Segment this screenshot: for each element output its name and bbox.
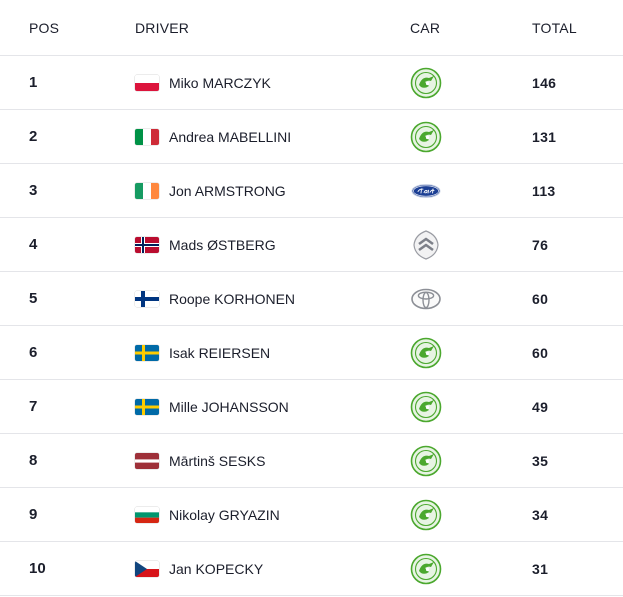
- total-points: 49: [532, 398, 549, 415]
- position: 8: [29, 452, 38, 469]
- ford-car-logo-icon: [410, 175, 442, 207]
- norway-flag: [135, 236, 159, 253]
- car-cell: [410, 337, 532, 369]
- toyota-car-logo-icon: [410, 283, 442, 315]
- header-driver: DRIVER: [135, 19, 190, 36]
- driver-cell: Mille JOHANSSON: [135, 398, 410, 415]
- total-points: 35: [532, 452, 549, 469]
- skoda-car-logo-icon: [410, 337, 442, 369]
- car-cell: [410, 553, 532, 585]
- driver-name[interactable]: Mads ØSTBERG: [169, 236, 276, 253]
- header-total: TOTAL: [532, 19, 577, 36]
- skoda-car-logo-icon: [410, 121, 442, 153]
- table-row[interactable]: 10 Jan KOPECKY 31: [0, 542, 623, 596]
- table-row[interactable]: 9 Nikolay GRYAZIN 34: [0, 488, 623, 542]
- table-row[interactable]: 7 Mille JOHANSSON 49: [0, 380, 623, 434]
- car-cell: [410, 229, 532, 261]
- driver-name[interactable]: Roope KORHONEN: [169, 290, 296, 307]
- driver-name[interactable]: Mille JOHANSSON: [169, 398, 289, 415]
- skoda-car-logo-icon: [410, 499, 442, 531]
- ireland-flag: [135, 182, 159, 199]
- position: 7: [29, 398, 38, 415]
- total-points: 146: [532, 74, 557, 91]
- header-car: CAR: [410, 19, 441, 36]
- position: 6: [29, 344, 38, 361]
- driver-cell: Miko MARCZYK: [135, 74, 410, 91]
- driver-name[interactable]: Jon ARMSTRONG: [169, 182, 286, 199]
- skoda-car-logo-icon: [410, 391, 442, 423]
- driver-name[interactable]: Jan KOPECKY: [169, 560, 264, 577]
- total-points: 34: [532, 506, 549, 523]
- car-cell: [410, 445, 532, 477]
- italy-flag: [135, 128, 159, 145]
- driver-cell: Roope KORHONEN: [135, 290, 410, 307]
- header-pos: POS: [29, 19, 60, 36]
- sweden-flag: [135, 398, 159, 415]
- total-points: 60: [532, 344, 549, 361]
- driver-name[interactable]: Mārtinš SESKS: [169, 452, 266, 469]
- table-row[interactable]: 8 Mārtinš SESKS 35: [0, 434, 623, 488]
- poland-flag: [135, 74, 159, 91]
- table-row[interactable]: 3 Jon ARMSTRONG 113: [0, 164, 623, 218]
- driver-cell: Jan KOPECKY: [135, 560, 410, 577]
- table-row[interactable]: 5 Roope KORHONEN 60: [0, 272, 623, 326]
- table-row[interactable]: 4 Mads ØSTBERG 76: [0, 218, 623, 272]
- position: 9: [29, 506, 38, 523]
- driver-cell: Nikolay GRYAZIN: [135, 506, 410, 523]
- driver-name[interactable]: Andrea MABELLINI: [169, 128, 292, 145]
- car-cell: [410, 499, 532, 531]
- driver-name[interactable]: Miko MARCZYK: [169, 74, 271, 91]
- total-points: 60: [532, 290, 549, 307]
- latvia-flag: [135, 452, 159, 469]
- driver-cell: Andrea MABELLINI: [135, 128, 410, 145]
- table-row[interactable]: 6 Isak REIERSEN 60: [0, 326, 623, 380]
- driver-name[interactable]: Nikolay GRYAZIN: [169, 506, 280, 523]
- total-points: 113: [532, 182, 556, 199]
- car-cell: [410, 67, 532, 99]
- skoda-car-logo-icon: [410, 67, 442, 99]
- table-body: 1 Miko MARCZYK 146 2 Andrea MABELLINI 131 3 Jon…: [0, 56, 623, 596]
- table-header: POS DRIVER CAR TOTAL: [0, 0, 623, 56]
- car-cell: [410, 175, 532, 207]
- driver-cell: Isak REIERSEN: [135, 344, 410, 361]
- driver-name[interactable]: Isak REIERSEN: [169, 344, 271, 361]
- table-row[interactable]: 2 Andrea MABELLINI 131: [0, 110, 623, 164]
- position: 10: [29, 560, 46, 577]
- skoda-car-logo-icon: [410, 553, 442, 585]
- finland-flag: [135, 290, 159, 307]
- czechia-flag: [135, 560, 159, 577]
- sweden-flag: [135, 344, 159, 361]
- total-points: 131: [532, 128, 557, 145]
- position: 2: [29, 128, 38, 145]
- car-cell: [410, 283, 532, 315]
- position: 4: [29, 236, 38, 253]
- driver-cell: Mads ØSTBERG: [135, 236, 410, 253]
- bulgaria-flag: [135, 506, 159, 523]
- total-points: 76: [532, 236, 549, 253]
- position: 5: [29, 290, 38, 307]
- car-cell: [410, 121, 532, 153]
- table-row[interactable]: 1 Miko MARCZYK 146: [0, 56, 623, 110]
- car-cell: [410, 391, 532, 423]
- skoda-car-logo-icon: [410, 445, 442, 477]
- citroen-car-logo-icon: [410, 229, 442, 261]
- position: 3: [29, 182, 38, 199]
- total-points: 31: [532, 560, 549, 577]
- position: 1: [29, 74, 38, 91]
- driver-cell: Mārtinš SESKS: [135, 452, 410, 469]
- driver-cell: Jon ARMSTRONG: [135, 182, 410, 199]
